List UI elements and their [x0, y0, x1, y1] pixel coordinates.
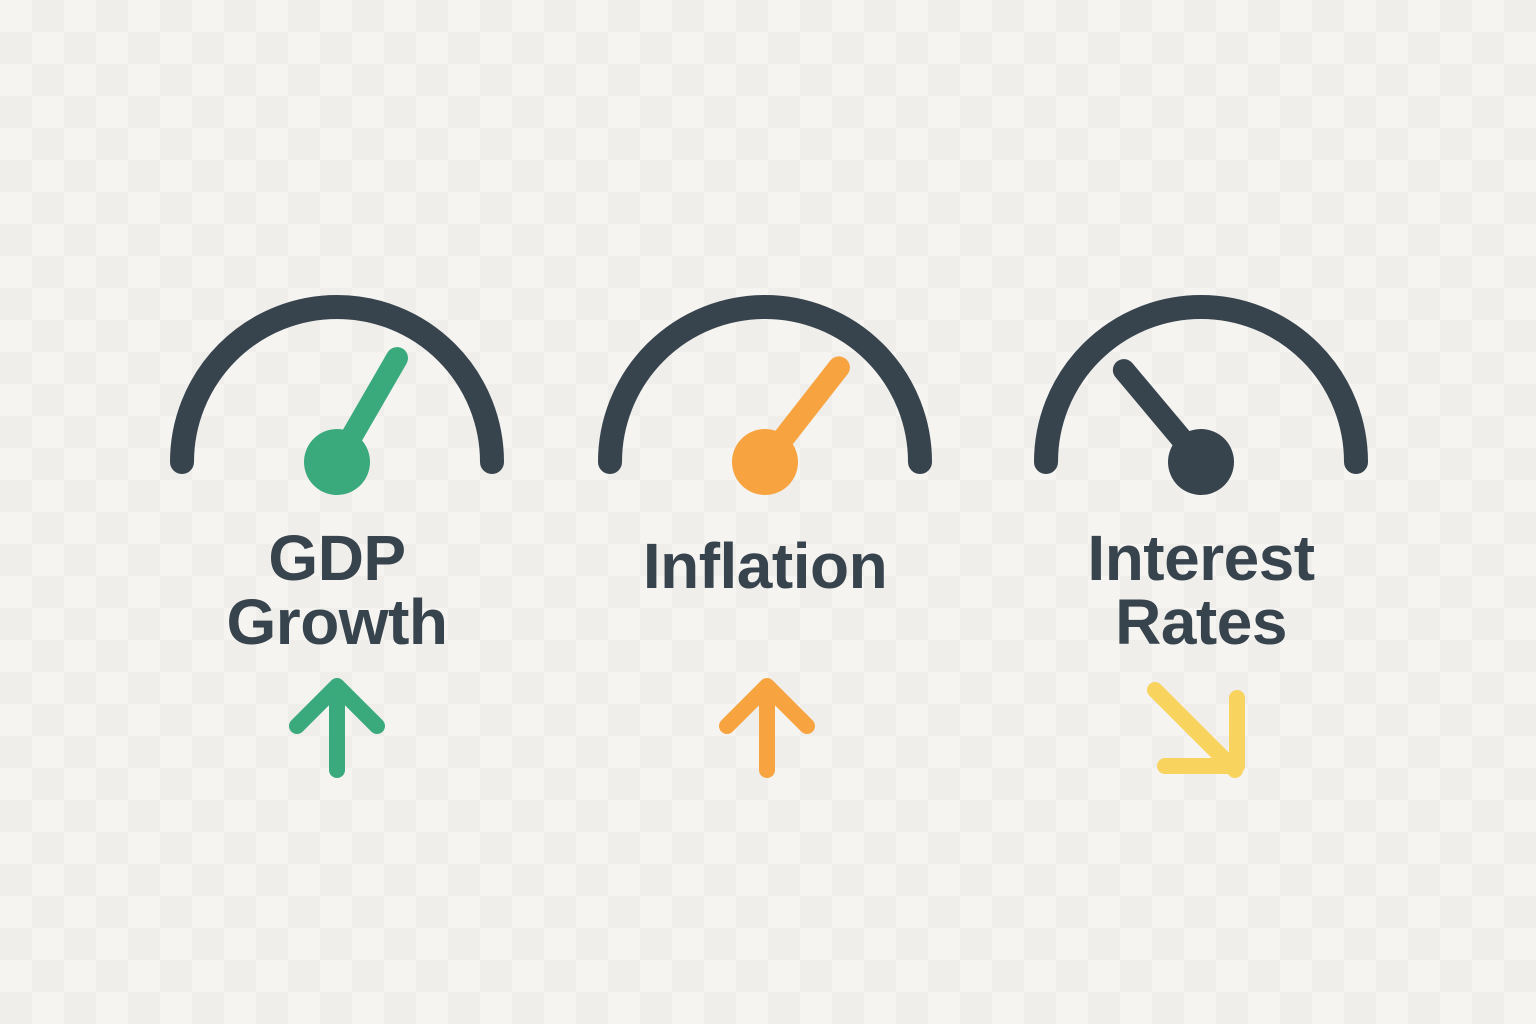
gauge-label-line-1: Interest — [1087, 522, 1315, 594]
arrow-up-icon — [289, 678, 385, 778]
arrow-down-right-icon — [1147, 682, 1245, 778]
gauge-inflation: Inflation — [585, 290, 945, 790]
gauge-gdp-growth: GDP Growth — [157, 290, 517, 790]
gauge-needle — [1112, 359, 1234, 495]
gauge-dial — [170, 295, 504, 495]
gauge-label: Interest Rates — [981, 526, 1421, 654]
gauge-needle — [304, 347, 408, 495]
dial-arc — [1034, 295, 1368, 474]
dial-arc — [170, 295, 504, 474]
gauge-needle — [732, 356, 850, 495]
gauge-interest-rates: Interest Rates — [1021, 290, 1381, 790]
gauge-label-line-1: Inflation — [642, 530, 888, 602]
gauge-label: GDP Growth — [117, 526, 557, 654]
gauge-dial — [598, 295, 932, 495]
gauge-label-line-1: GDP — [268, 522, 406, 594]
gauge-label-line-2: Growth — [226, 586, 448, 658]
gauge-label: Inflation — [545, 534, 985, 598]
gauge-label-line-2: Rates — [1115, 586, 1287, 658]
dial-arc — [598, 295, 932, 474]
arrow-up-icon — [719, 678, 815, 778]
gauge-dial — [1034, 295, 1368, 495]
